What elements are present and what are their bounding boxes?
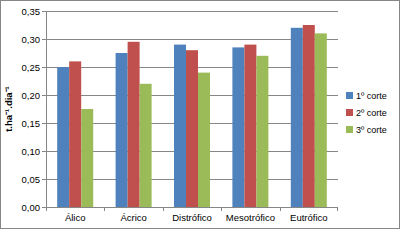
tick-label: 0,25 <box>22 62 41 73</box>
tick-label: 0,10 <box>22 146 41 157</box>
tick-mark <box>42 39 46 40</box>
bar <box>174 45 186 207</box>
tick-label: 0,35 <box>22 6 41 17</box>
y-axis <box>46 11 47 207</box>
bar <box>140 84 152 207</box>
legend-swatch <box>346 109 353 116</box>
bar <box>256 56 268 207</box>
category-tick <box>104 207 105 211</box>
y-axis-label: t.ha⁻¹.dia⁻¹ <box>3 86 14 132</box>
tick-mark <box>42 95 46 96</box>
bar <box>186 50 198 207</box>
tick-label: 0,30 <box>22 34 41 45</box>
category-label: Álico <box>65 212 86 223</box>
grid-line <box>46 207 338 208</box>
tick-mark <box>42 207 46 208</box>
legend-swatch <box>346 92 353 99</box>
bar <box>244 45 256 207</box>
legend-label: 1º corte <box>356 91 387 101</box>
bar <box>69 61 81 207</box>
category-label: Distrófico <box>172 212 212 223</box>
tick-label: 0,00 <box>22 202 41 213</box>
tick-mark <box>42 11 46 12</box>
category-label: Mesotrófico <box>226 212 275 223</box>
category-label: Ácrico <box>120 212 146 223</box>
bars <box>57 25 327 207</box>
category-tick <box>46 207 47 211</box>
chart: 0,00 0,05 0,10 0,15 0,20 0,25 0,30 0,35 t.ha⁻¹.d… <box>0 0 400 229</box>
tick-mark <box>42 123 46 124</box>
tick-mark <box>42 179 46 180</box>
category-tick <box>337 207 338 211</box>
legend-label: 3º corte <box>356 125 387 135</box>
bar <box>232 47 244 207</box>
x-axis <box>46 207 338 208</box>
bar <box>81 109 93 207</box>
legend-swatch <box>346 126 353 133</box>
tick-label: 0,15 <box>22 118 41 129</box>
tick-mark <box>42 67 46 68</box>
tick-label: 0,05 <box>22 174 41 185</box>
tick-label: 0,20 <box>22 90 41 101</box>
bar <box>303 25 315 207</box>
chart-border <box>1 1 400 229</box>
bar <box>128 42 140 207</box>
category-tick <box>280 207 281 211</box>
category-tick <box>163 207 164 211</box>
category-tick <box>221 207 222 211</box>
category-label: Eutrófico <box>290 212 328 223</box>
grid-line <box>46 11 338 12</box>
bar <box>57 67 69 207</box>
bar <box>198 73 210 207</box>
bar <box>315 33 327 207</box>
legend-label: 2º corte <box>356 108 387 118</box>
bar <box>116 53 128 207</box>
tick-mark <box>42 151 46 152</box>
bar <box>291 28 303 207</box>
